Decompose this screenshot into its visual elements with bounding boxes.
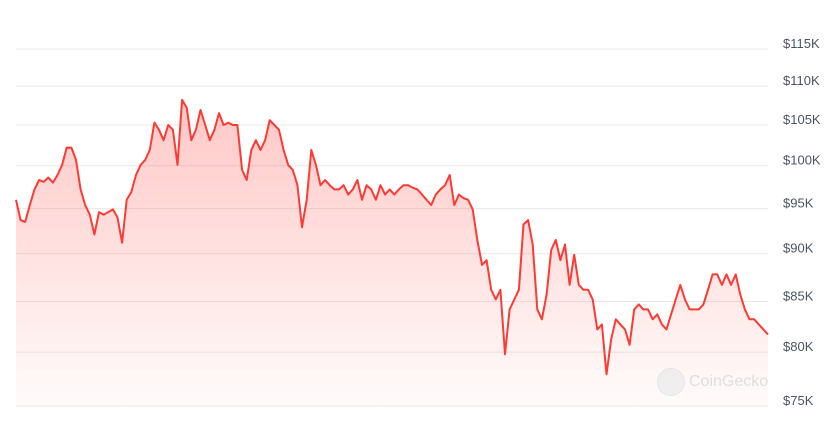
y-tick-label: $95K	[783, 196, 814, 211]
y-tick-label: $90K	[783, 241, 814, 256]
watermark-text: CoinGecko	[689, 373, 769, 390]
y-axis-labels: $115K $110K $105K $100K $95K $90K $85K $80K $75K	[783, 36, 821, 408]
y-tick-label: $85K	[783, 288, 814, 303]
coingecko-watermark: CoinGecko	[657, 368, 768, 396]
y-tick-label: $115K	[783, 36, 820, 51]
price-line	[15, 98, 769, 376]
y-tick-label: $100K	[783, 153, 821, 168]
gecko-logo-icon	[657, 368, 685, 396]
y-tick-label: $110K	[783, 73, 820, 88]
y-tick-label: $75K	[783, 393, 814, 408]
y-tick-label: $80K	[783, 339, 814, 354]
price-area-fill	[16, 99, 768, 407]
y-tick-label: $105K	[783, 112, 821, 127]
